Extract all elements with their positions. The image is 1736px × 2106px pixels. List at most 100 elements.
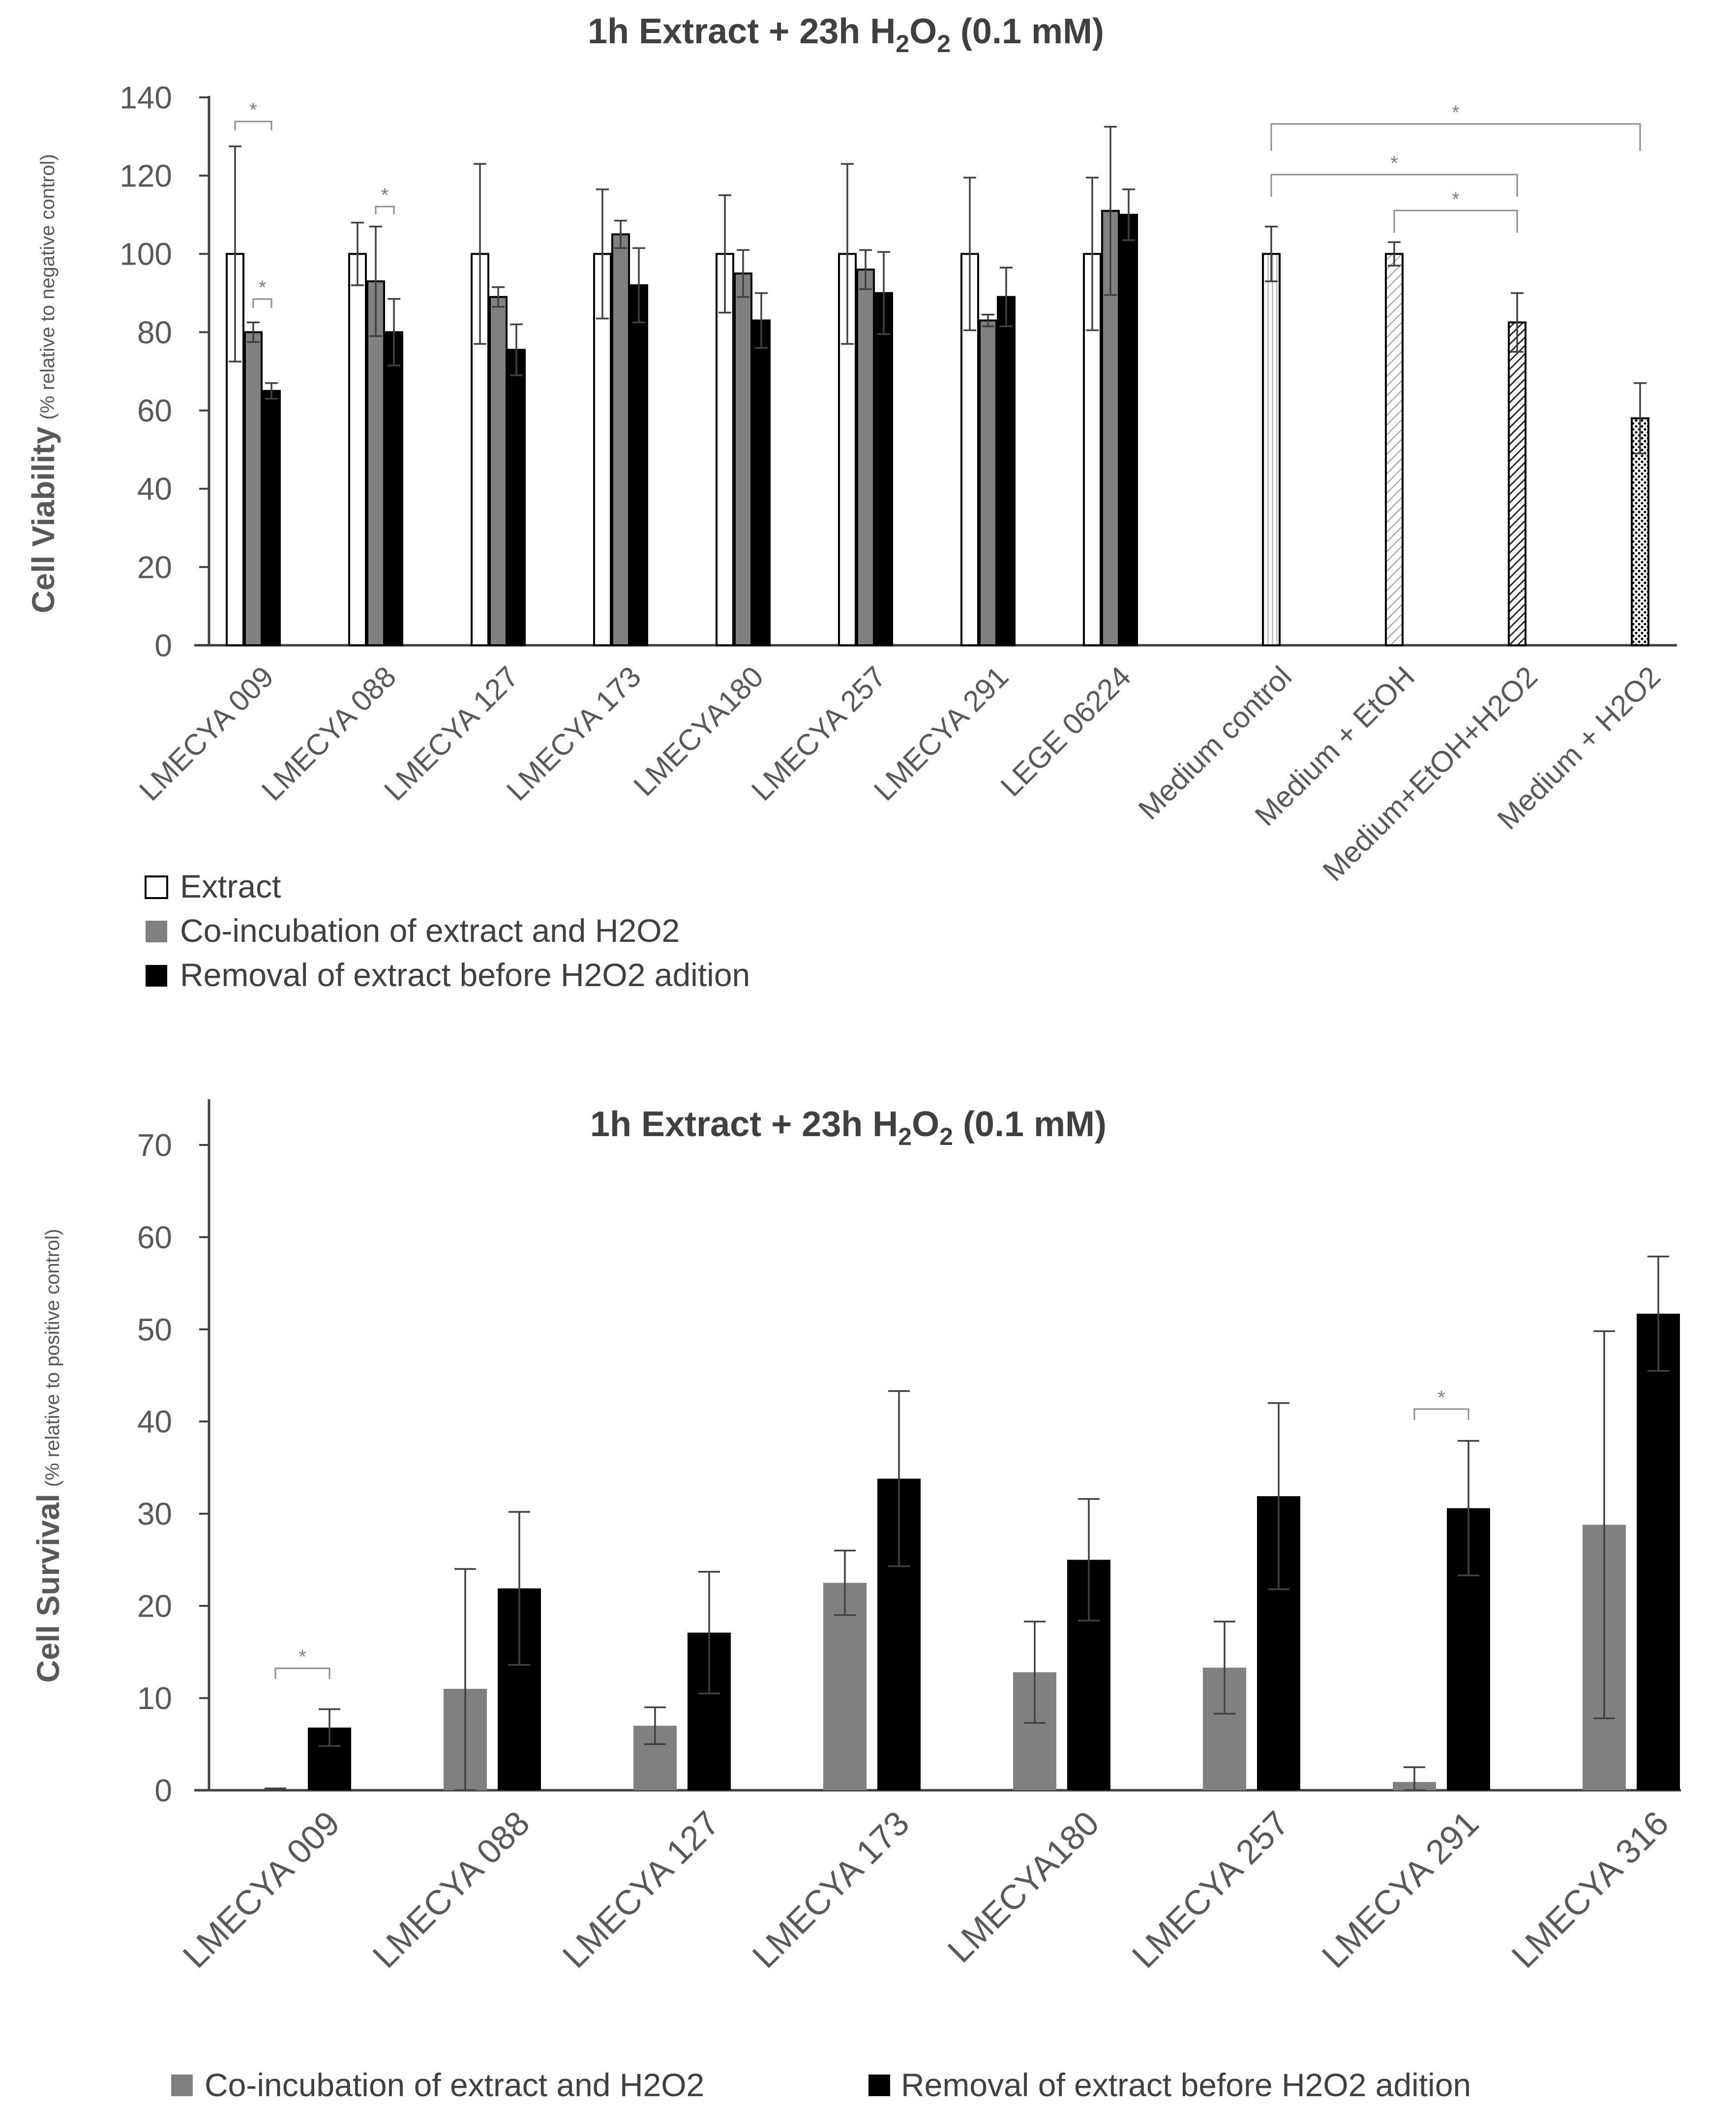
error-removal-lmecya-173	[632, 247, 645, 324]
error-coincubation-lmecya-009	[265, 1787, 286, 1791]
y-tick-label-70: 70	[137, 1127, 172, 1163]
error-control-medium-control	[1265, 225, 1278, 282]
chart1-title: 1h Extract + 23h H2O2 (0.1 mM)	[588, 12, 1104, 58]
significance-2-1-bracket	[1413, 1408, 1469, 1420]
error-removal-lmecya-127	[698, 1571, 720, 1694]
error-removal-lmecya-257	[877, 251, 890, 335]
error-removal-lmecya-316	[1647, 1256, 1669, 1372]
bar-coincubation-lmecya-173	[823, 1583, 867, 1790]
legend2-removal-swatch	[868, 2075, 890, 2096]
significance-1-2-label: *	[381, 184, 389, 206]
error-control-medium-h2o2	[1634, 382, 1646, 454]
significance-2-0-label: *	[299, 1646, 306, 1668]
error-coincubation-lmecya-127	[644, 1706, 666, 1745]
category-label-lege-06224: LEGE 06224	[994, 660, 1137, 803]
error-removal-lmecya-291	[1458, 1440, 1479, 1577]
chart2-legend: Co-incubation of extract and H2O2 Remova…	[171, 2067, 1471, 2103]
error-extract-lmecya-257	[841, 163, 854, 345]
error-extract-lmecya-291	[963, 177, 976, 331]
legend2-coincubation: Co-incubation of extract and H2O2	[171, 2067, 704, 2103]
bar-control-medium-control	[1262, 253, 1281, 646]
chart1-legend: Extract Co-incubation of extract and H2O…	[145, 868, 750, 993]
chart1-ylabel: Cell Viability(% relative to negative co…	[26, 154, 61, 613]
error-coincubation-lmecya-257	[859, 249, 872, 290]
bar-removal-lege-06224	[1119, 213, 1138, 646]
error-removal-lmecya-088	[388, 298, 400, 366]
error-extract-lege-06224	[1086, 177, 1099, 331]
bar-coincubation-lmecya-173	[611, 233, 630, 646]
y-tick-label-0: 0	[154, 1773, 172, 1808]
error-coincubation-lmecya-088	[369, 225, 382, 337]
error-coincubation-lmecya-173	[834, 1549, 856, 1616]
category-label-lmecya-257: LMECYA 257	[1125, 1804, 1296, 1975]
error-coincubation-lmecya-316	[1593, 1330, 1615, 1719]
legend-coincubation-label: Co-incubation of extract and H2O2	[180, 912, 680, 949]
error-control-medium-etoh	[1388, 241, 1401, 267]
legend-extract-swatch	[145, 875, 168, 899]
category-label-lmecya-173: LMECYA 173	[745, 1804, 917, 1975]
y-tick-label-50: 50	[137, 1312, 172, 1347]
significance-1-5-bracket	[1393, 210, 1518, 233]
error-coincubation-lege-06224	[1104, 125, 1117, 296]
category-label-lmecya-009: LMECYA 009	[176, 1804, 347, 1975]
viability-chart: 1h Extract + 23h H2O2 (0.1 mM) Cell Viab…	[26, 12, 1677, 993]
significance-1-3-bracket	[1270, 123, 1641, 151]
legend-removal-swatch	[146, 965, 167, 987]
error-control-medium-etoh-h2o2	[1511, 292, 1524, 353]
error-removal-lmecya-173	[888, 1390, 910, 1567]
bar-removal-lmecya-291	[997, 296, 1016, 646]
error-removal-lmecya-009	[265, 382, 278, 400]
significance-1-1-label: *	[259, 277, 267, 299]
bar-extract-lmecya180	[716, 253, 734, 646]
error-removal-lmecya180	[755, 292, 768, 349]
y-tick-label-20: 20	[137, 549, 172, 585]
error-extract-lmecya-173	[596, 188, 609, 320]
significance-1-4-label: *	[1390, 152, 1398, 174]
error-coincubation-lmecya-291	[1404, 1766, 1425, 1791]
y-tick-label-40: 40	[137, 471, 172, 507]
y-tick-label-60: 60	[137, 1220, 172, 1255]
error-removal-lmecya-257	[1268, 1402, 1289, 1591]
significance-1-1-bracket	[252, 298, 272, 308]
error-removal-lmecya180	[1078, 1498, 1100, 1622]
legend2-removal-label: Removal of extract before H2O2 adition	[901, 2067, 1471, 2103]
legend-extract: Extract	[145, 868, 281, 904]
y-tick-label-120: 120	[120, 158, 172, 194]
y-tick-label-20: 20	[137, 1589, 172, 1624]
survival-chart: 1h Extract + 23h H2O2 (0.1 mM) Cell Surv…	[30, 1099, 1681, 2103]
significance-1-5-label: *	[1452, 188, 1460, 210]
error-coincubation-lmecya180	[737, 249, 749, 298]
significance-1-3-label: *	[1452, 102, 1460, 123]
bar-coincubation-lmecya-009	[244, 331, 263, 646]
error-removal-lmecya-088	[509, 1511, 530, 1666]
bar-extract-lmecya-127	[471, 253, 489, 646]
error-extract-lmecya-009	[229, 145, 241, 362]
legend-coincubation-swatch	[146, 921, 167, 942]
bar-extract-lmecya-088	[348, 253, 367, 646]
category-label-lmecya-127: LMECYA 127	[555, 1804, 727, 1975]
bar-coincubation-lmecya180	[734, 272, 752, 646]
error-extract-lmecya-088	[351, 221, 364, 286]
bar-removal-lmecya-009	[262, 390, 281, 646]
significance-1-0-label: *	[249, 99, 257, 121]
legend-coincubation: Co-incubation of extract and H2O2	[146, 912, 680, 949]
significance-1-0-bracket	[234, 120, 272, 130]
error-extract-lmecya180	[718, 194, 731, 314]
bar-coincubation-lmecya-257	[856, 269, 875, 646]
y-tick-label-60: 60	[137, 393, 172, 428]
chart2-title: 1h Extract + 23h H2O2 (0.1 mM)	[590, 1105, 1107, 1150]
category-label-lmecya180: LMECYA180	[940, 1804, 1107, 1970]
bar-control-medium-etoh-h2o2	[1508, 321, 1526, 646]
error-coincubation-lmecya-088	[454, 1568, 476, 1791]
bar-removal-lmecya-316	[1637, 1313, 1680, 1790]
significance-1-4-bracket	[1270, 174, 1518, 197]
y-tick-label-80: 80	[137, 315, 172, 350]
error-removal-lege-06224	[1122, 188, 1135, 241]
legend-removal: Removal of extract before H2O2 adition	[146, 957, 750, 993]
error-removal-lmecya-291	[1000, 267, 1013, 328]
error-coincubation-lmecya-173	[614, 219, 627, 249]
y-tick-label-40: 40	[137, 1404, 172, 1440]
category-label-lmecya-316: LMECYA 316	[1504, 1804, 1676, 1975]
error-removal-lmecya-009	[319, 1708, 340, 1747]
